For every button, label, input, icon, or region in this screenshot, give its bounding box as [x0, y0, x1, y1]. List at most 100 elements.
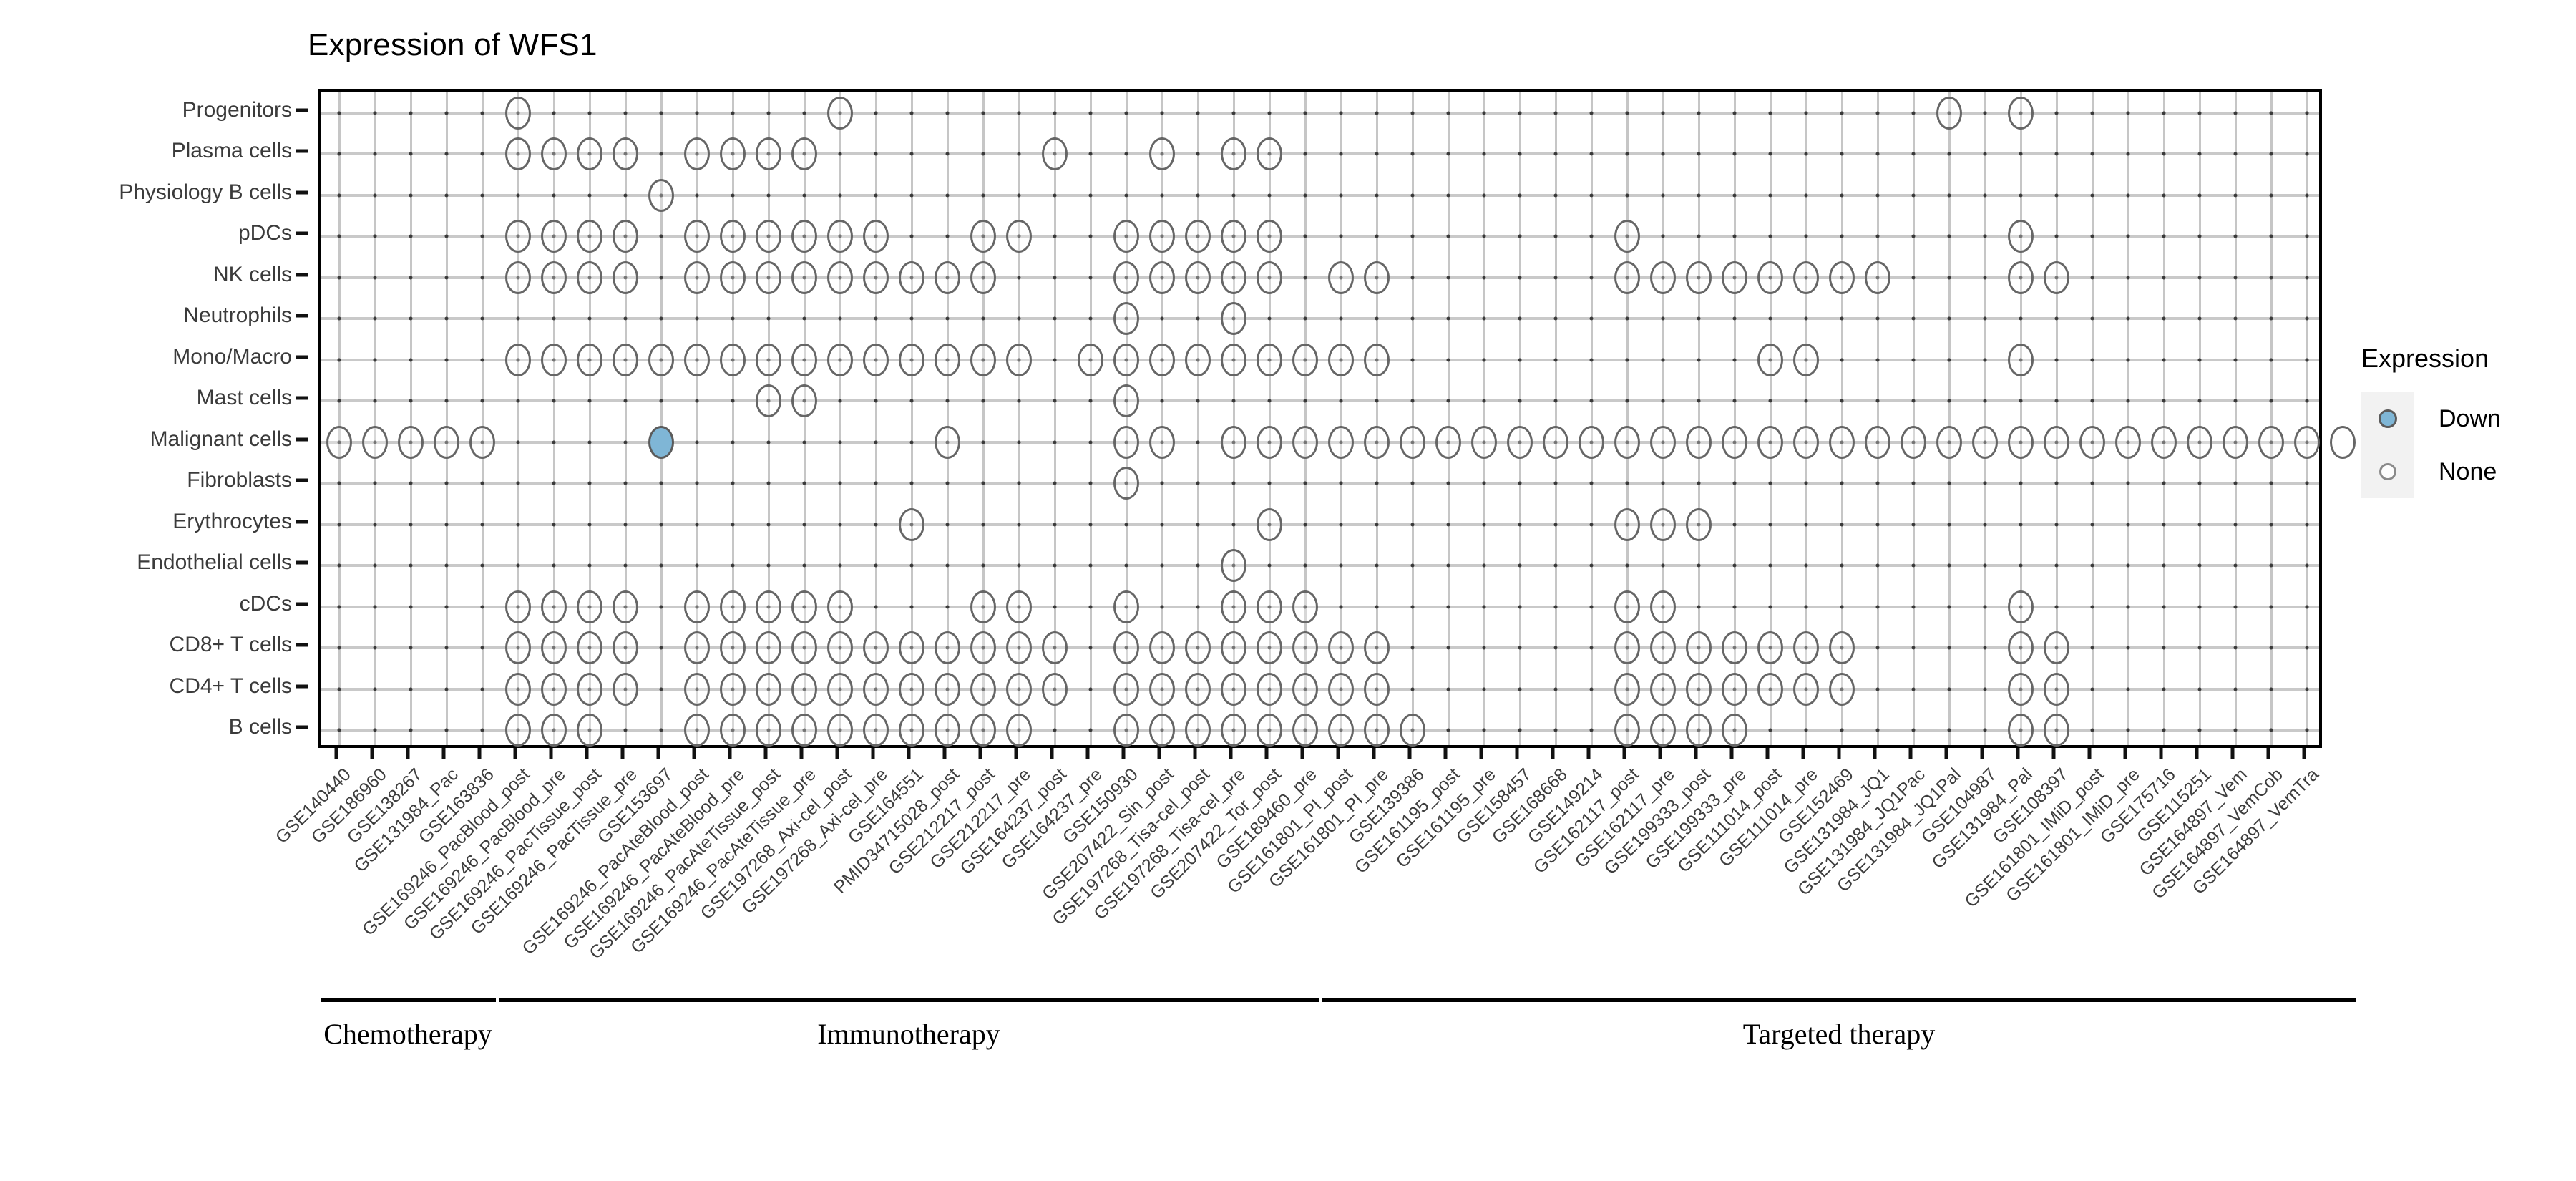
expression-dot[interactable]	[505, 261, 531, 294]
expression-dot[interactable]	[1185, 714, 1211, 747]
expression-dot[interactable]	[970, 590, 996, 623]
expression-dot[interactable]	[1113, 302, 1139, 336]
expression-dot[interactable]	[1113, 261, 1139, 294]
expression-dot[interactable]	[505, 714, 531, 747]
expression-dot[interactable]	[1257, 220, 1282, 253]
expression-dot[interactable]	[1113, 714, 1139, 747]
expression-dot[interactable]	[1936, 425, 1962, 459]
expression-dot[interactable]	[541, 590, 567, 623]
expression-dot[interactable]	[1328, 261, 1354, 294]
expression-dot[interactable]	[720, 261, 746, 294]
expression-dot[interactable]	[899, 343, 924, 376]
expression-dot[interactable]	[1221, 714, 1246, 747]
expression-dot[interactable]	[2008, 425, 2034, 459]
expression-dot[interactable]	[2115, 425, 2141, 459]
expression-dot[interactable]	[1257, 261, 1282, 294]
expression-dot[interactable]	[756, 631, 781, 665]
expression-dot[interactable]	[1149, 714, 1175, 747]
expression-dot[interactable]	[1221, 261, 1246, 294]
expression-dot[interactable]	[1328, 631, 1354, 665]
expression-dot[interactable]	[1221, 549, 1246, 583]
expression-dot[interactable]	[577, 137, 602, 171]
expression-dot[interactable]	[1614, 425, 1640, 459]
expression-dot[interactable]	[2044, 631, 2069, 665]
expression-dot[interactable]	[791, 384, 817, 418]
expression-dot[interactable]	[827, 714, 853, 747]
expression-dot[interactable]	[1829, 425, 1855, 459]
expression-dot[interactable]	[1006, 590, 1032, 623]
expression-dot[interactable]	[1614, 220, 1640, 253]
expression-dot[interactable]	[648, 425, 674, 459]
expression-dot[interactable]	[1221, 302, 1246, 336]
expression-dot[interactable]	[1221, 631, 1246, 665]
expression-dot[interactable]	[684, 631, 710, 665]
expression-dot[interactable]	[970, 714, 996, 747]
expression-dot[interactable]	[1292, 590, 1318, 623]
expression-dot[interactable]	[684, 220, 710, 253]
expression-dot[interactable]	[1113, 220, 1139, 253]
expression-dot[interactable]	[1292, 714, 1318, 747]
expression-dot[interactable]	[756, 672, 781, 706]
expression-dot[interactable]	[899, 714, 924, 747]
expression-dot[interactable]	[1686, 261, 1712, 294]
expression-dot[interactable]	[935, 425, 960, 459]
expression-dot[interactable]	[1865, 425, 1890, 459]
expression-dot[interactable]	[720, 590, 746, 623]
expression-dot[interactable]	[1793, 672, 1819, 706]
expression-dot[interactable]	[1221, 672, 1246, 706]
expression-dot[interactable]	[1972, 425, 1998, 459]
expression-dot[interactable]	[863, 631, 889, 665]
expression-dot[interactable]	[1614, 672, 1640, 706]
expression-dot[interactable]	[1865, 261, 1890, 294]
expression-dot[interactable]	[577, 261, 602, 294]
expression-dot[interactable]	[756, 220, 781, 253]
expression-dot[interactable]	[684, 343, 710, 376]
expression-dot[interactable]	[1292, 425, 1318, 459]
expression-dot[interactable]	[2294, 425, 2320, 459]
expression-dot[interactable]	[1543, 425, 1568, 459]
expression-dot[interactable]	[2044, 714, 2069, 747]
expression-dot[interactable]	[1722, 672, 1747, 706]
expression-dot[interactable]	[613, 220, 638, 253]
expression-dot[interactable]	[505, 672, 531, 706]
expression-dot[interactable]	[1185, 261, 1211, 294]
expression-dot[interactable]	[970, 261, 996, 294]
expression-dot[interactable]	[1328, 714, 1354, 747]
expression-dot[interactable]	[720, 137, 746, 171]
expression-dot[interactable]	[684, 714, 710, 747]
expression-dot[interactable]	[970, 631, 996, 665]
expression-dot[interactable]	[1113, 631, 1139, 665]
expression-dot[interactable]	[1829, 672, 1855, 706]
expression-dot[interactable]	[863, 672, 889, 706]
expression-dot[interactable]	[827, 96, 853, 130]
expression-dot[interactable]	[935, 343, 960, 376]
expression-dot[interactable]	[1364, 631, 1390, 665]
expression-dot[interactable]	[2044, 672, 2069, 706]
expression-dot[interactable]	[935, 672, 960, 706]
expression-dot[interactable]	[1113, 343, 1139, 376]
expression-dot[interactable]	[2008, 220, 2034, 253]
expression-dot[interactable]	[1686, 507, 1712, 541]
expression-dot[interactable]	[935, 261, 960, 294]
expression-dot[interactable]	[1006, 220, 1032, 253]
expression-dot[interactable]	[577, 714, 602, 747]
expression-dot[interactable]	[2151, 425, 2177, 459]
expression-dot[interactable]	[1722, 261, 1747, 294]
expression-dot[interactable]	[1042, 137, 1068, 171]
expression-dot[interactable]	[1793, 425, 1819, 459]
expression-dot[interactable]	[2008, 343, 2034, 376]
expression-dot[interactable]	[899, 672, 924, 706]
expression-dot[interactable]	[1221, 425, 1246, 459]
expression-dot[interactable]	[2008, 672, 2034, 706]
expression-dot[interactable]	[1829, 261, 1855, 294]
expression-dot[interactable]	[899, 261, 924, 294]
expression-dot[interactable]	[326, 425, 352, 459]
expression-dot[interactable]	[398, 425, 424, 459]
expression-dot[interactable]	[720, 343, 746, 376]
expression-dot[interactable]	[613, 137, 638, 171]
expression-dot[interactable]	[1328, 672, 1354, 706]
expression-dot[interactable]	[791, 137, 817, 171]
expression-dot[interactable]	[1507, 425, 1533, 459]
expression-dot[interactable]	[2258, 425, 2284, 459]
expression-dot[interactable]	[1793, 261, 1819, 294]
